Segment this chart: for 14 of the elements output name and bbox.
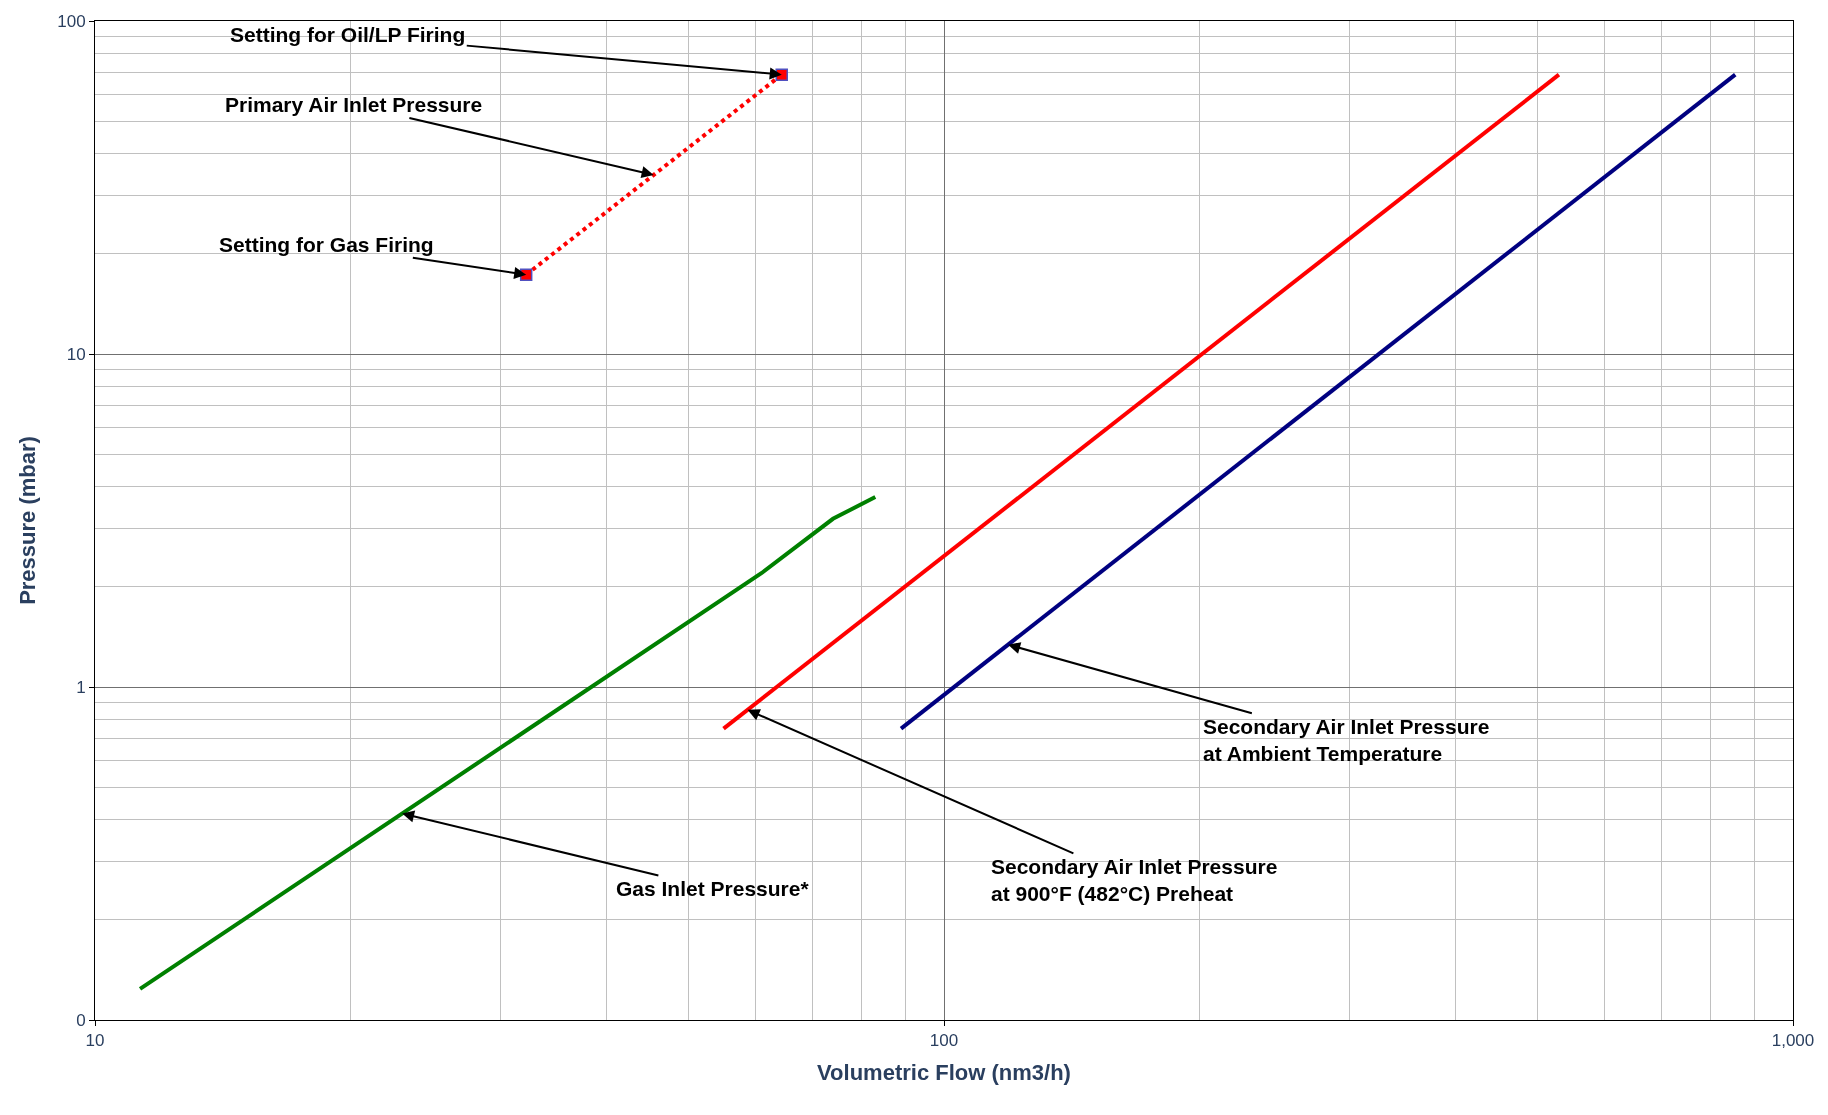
y-tick-label: 0 <box>76 1010 86 1030</box>
y-tick-label: 10 <box>66 344 86 364</box>
x-axis-title: Volumetric Flow (nm3/h) <box>817 1060 1071 1086</box>
annotation: Primary Air Inlet Pressure <box>225 93 483 116</box>
annotation: Setting for Gas Firing <box>219 233 434 256</box>
annotation: Setting for Oil/LP Firing <box>230 23 466 46</box>
y-axis-title: Pressure (mbar) <box>15 436 41 605</box>
y-tick-label: 1 <box>76 677 86 697</box>
x-tick-label: 100 <box>929 1031 959 1051</box>
annotation: Gas Inlet Pressure* <box>616 877 810 900</box>
annotation: Secondary Air Inlet Pressure at Ambient Temperature <box>1203 715 1490 766</box>
annotation: Secondary Air Inlet Pressure at 900°F (482°C) Preheat <box>991 855 1278 906</box>
x-tick-label: 1,000 <box>1771 1031 1815 1051</box>
y-tick-label: 100 <box>57 11 86 31</box>
